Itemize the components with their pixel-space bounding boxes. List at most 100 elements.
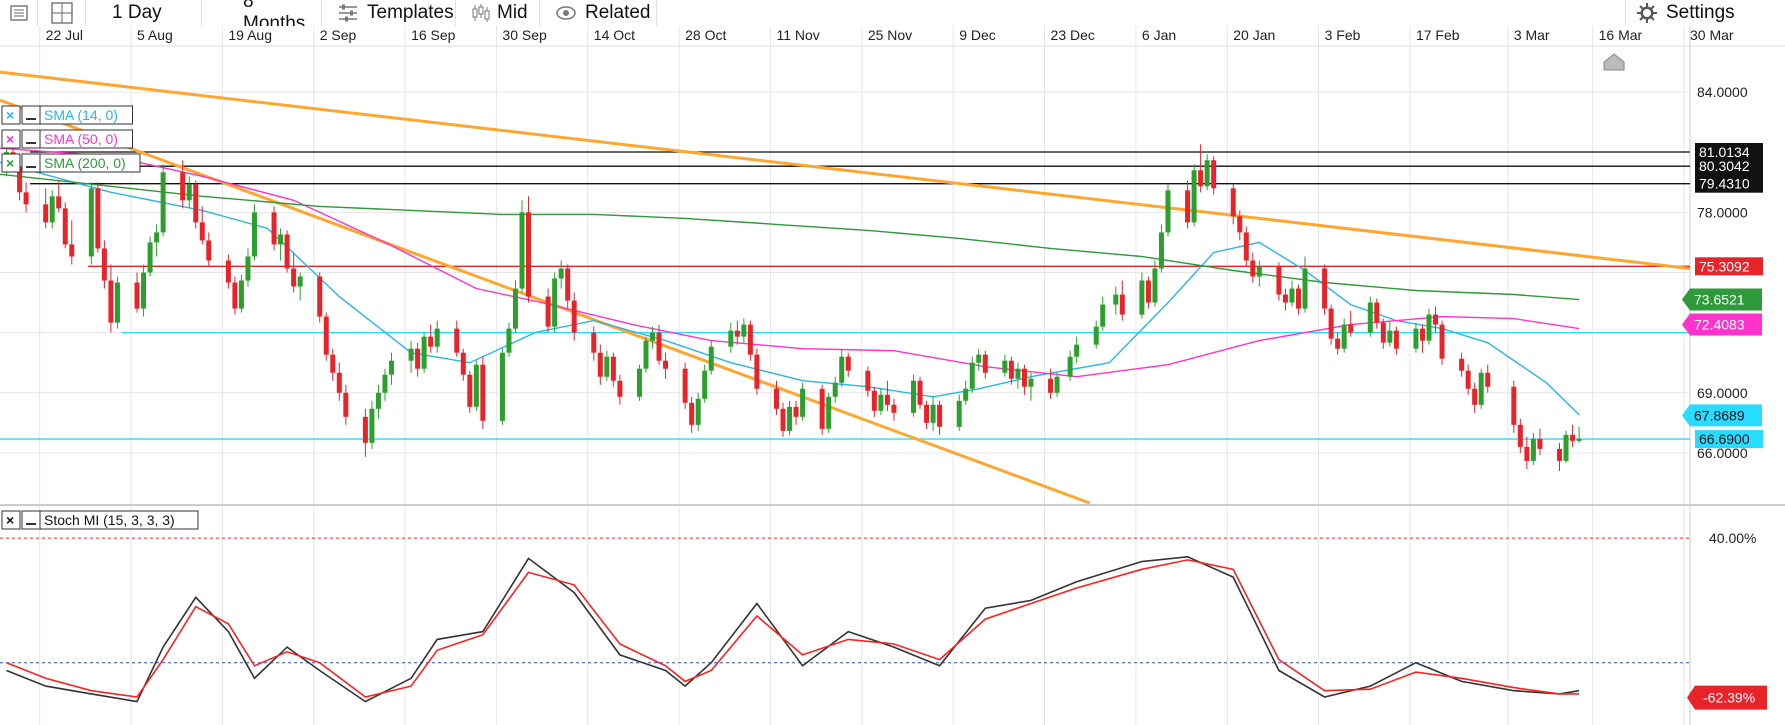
scroll-marker-icon [1603, 53, 1625, 71]
close-icon: × [6, 155, 14, 171]
candle-body [369, 408, 375, 443]
templates-button[interactable]: Templates [322, 0, 456, 26]
date-tick-label: 14 Oct [594, 27, 635, 43]
candle-body [1524, 446, 1530, 461]
candle-body [1119, 294, 1125, 315]
candle-body [506, 328, 512, 353]
candle-body [878, 394, 884, 411]
candle-body [800, 388, 806, 417]
sliders-icon [339, 4, 357, 22]
candle-body [199, 222, 205, 241]
candle-body [1393, 330, 1399, 349]
date-tick-label: 19 Aug [228, 27, 272, 43]
candle-body [1054, 376, 1060, 393]
trendlines[interactable] [0, 70, 1691, 505]
indicator-settings-button [21, 105, 41, 125]
stoch-line [6, 559, 1580, 698]
legend-label: SMA (14, 0) [44, 107, 118, 123]
candle-body [1289, 288, 1295, 303]
candle-body [1530, 438, 1536, 461]
candle-body [336, 372, 342, 393]
eye-icon [556, 6, 576, 20]
candle-body [1348, 324, 1354, 333]
candle-body [610, 356, 616, 381]
price-tick-label: 84.0000 [1697, 84, 1748, 100]
candle-body [1256, 266, 1262, 277]
candle-body [434, 328, 440, 347]
related-button[interactable]: Related [540, 0, 657, 26]
candle-body [754, 354, 760, 389]
candle-body [1439, 324, 1445, 359]
candle-body [473, 364, 479, 407]
candle-body [734, 330, 740, 337]
candle-body [480, 364, 486, 421]
candle-body [49, 196, 55, 223]
candle-body [1002, 360, 1008, 373]
candle-body [69, 244, 75, 257]
candle-body [1465, 370, 1471, 389]
candle-body [597, 352, 603, 377]
candle-body [1048, 378, 1054, 393]
candles-icon [472, 4, 490, 22]
range-select[interactable]: 8 Months [202, 0, 322, 34]
candle-body [284, 234, 290, 269]
candle-body [1198, 170, 1204, 187]
layout-button[interactable] [38, 0, 86, 26]
date-tick-label: 9 Dec [959, 27, 996, 43]
settings-button[interactable]: Settings [1625, 0, 1785, 26]
candle-body [1413, 328, 1419, 349]
related-label: Related [585, 2, 651, 23]
candle-body [682, 368, 688, 403]
candle-body [408, 348, 414, 361]
candle-body [747, 324, 753, 355]
candle-body [1387, 330, 1393, 343]
trendline [0, 98, 1091, 505]
date-tick-label: 22 Jul [46, 27, 83, 43]
price-tag-label: 67.8689 [1694, 407, 1745, 423]
candle-body [454, 328, 460, 353]
interval-select[interactable]: 1 Day [86, 0, 202, 26]
stoch-line [6, 555, 1580, 703]
candle-body [969, 362, 975, 389]
candle-body [773, 388, 779, 409]
candle-body [421, 336, 427, 369]
candle-body [206, 240, 212, 261]
candle-body [1139, 280, 1145, 315]
date-tick-label: 16 Mar [1599, 27, 1643, 43]
candle-body [1433, 314, 1439, 325]
candle-body [101, 248, 107, 281]
candle-body [793, 406, 799, 417]
candle-body [238, 280, 244, 309]
candle-body [1250, 260, 1256, 277]
candle-body [956, 400, 962, 427]
price-tag-label: 73.6521 [1694, 292, 1745, 308]
price-type-select[interactable]: Mid [456, 0, 540, 26]
indicator-settings-button [21, 510, 41, 530]
candle-body [56, 196, 62, 209]
stoch-value-label: -62.39% [1703, 690, 1755, 706]
candle-body [460, 352, 466, 375]
candle-body [1067, 356, 1073, 377]
price-tag [1695, 157, 1763, 176]
toolbar: 1 Day 8 Months Templates Mid Related Set… [0, 0, 1785, 34]
candle-body [1191, 170, 1197, 223]
candle-body [1015, 368, 1021, 379]
candle-body [604, 356, 610, 377]
candle-body [976, 354, 982, 363]
candle-body [1204, 160, 1210, 187]
menu-button[interactable] [0, 0, 38, 26]
candle-body [1426, 314, 1432, 341]
candle-body [134, 282, 140, 309]
legend-item [39, 153, 141, 173]
chart-area[interactable]: 22 Jul 5 Aug 19 Aug 2 Sep 16 Sep 30 Sep 14 Oct… [0, 26, 1785, 725]
candle-body [375, 392, 381, 409]
candle-body [1185, 190, 1191, 223]
price-tag-label: 72.4083 [1694, 316, 1745, 332]
candle-body [389, 360, 395, 375]
stoch-tick-label: 40.00% [1709, 530, 1756, 546]
candle-body [982, 354, 988, 373]
legend-item [39, 105, 133, 125]
price-tag [1695, 257, 1763, 276]
candle-body [1237, 216, 1243, 233]
stochastic-panel [0, 537, 1690, 703]
